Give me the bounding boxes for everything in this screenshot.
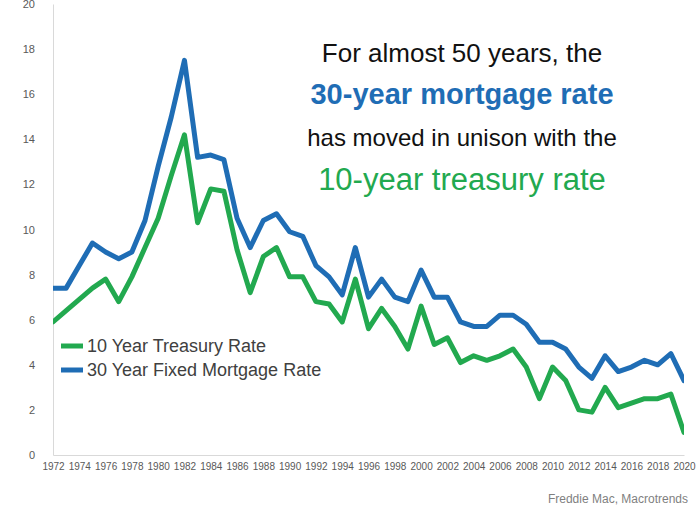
- y-tick: 8: [29, 269, 53, 281]
- y-tick-label: 10: [23, 224, 35, 236]
- x-tick: 1978: [121, 455, 144, 472]
- x-tick: 2002: [437, 455, 460, 472]
- x-tick-label: 2006: [489, 461, 512, 472]
- x-tick-label: 1990: [279, 461, 302, 472]
- legend: 10 Year Treasury Rate 30 Year Fixed Mortg…: [61, 336, 321, 380]
- x-tick-label: 1988: [253, 461, 276, 472]
- x-tick-label: 2016: [621, 461, 644, 472]
- x-tick: 1994: [332, 455, 355, 472]
- y-tick-label: 20: [23, 0, 35, 10]
- x-tick: 1986: [226, 455, 249, 472]
- x-tick: 1974: [69, 455, 92, 472]
- x-tick: 1972: [42, 455, 65, 472]
- x-tick-label: 2014: [595, 461, 618, 472]
- y-tick: 16: [23, 88, 53, 100]
- x-tick-label: 2008: [516, 461, 539, 472]
- legend-item: 10 Year Treasury Rate: [61, 336, 266, 356]
- x-tick-label: 2020: [673, 461, 696, 472]
- x-tick: 1988: [253, 455, 276, 472]
- y-tick-label: 4: [29, 359, 35, 371]
- y-tick: 14: [23, 133, 53, 145]
- x-tick: 1996: [358, 455, 381, 472]
- x-tick-label: 1984: [200, 461, 223, 472]
- series-line: [53, 135, 684, 433]
- x-tick-label: 1978: [121, 461, 144, 472]
- title: For almost 50 years, the 30-year mortgage…: [307, 38, 617, 197]
- x-tick-label: 1980: [148, 461, 171, 472]
- x-tick-label: 1974: [69, 461, 92, 472]
- y-tick-label: 14: [23, 133, 35, 145]
- x-axis: 1972 197419761978 1980198219841986 19881990…: [42, 455, 696, 472]
- y-tick: 0: [29, 449, 53, 461]
- x-tick-label: 1982: [174, 461, 197, 472]
- source-note: Freddie Mac, Macrotrends: [548, 492, 688, 506]
- y-axis-line: [53, 5, 54, 456]
- y-tick: 6: [29, 314, 53, 326]
- lines: [53, 60, 684, 432]
- y-tick-label: 8: [29, 269, 35, 281]
- chart-svg: 1972 197419761978 1980198219841986 19881990…: [0, 0, 700, 525]
- legend-swatch: [61, 368, 83, 373]
- x-tick: 2012: [568, 455, 591, 472]
- x-tick-label: 2018: [647, 461, 670, 472]
- x-tick: 1998: [384, 455, 407, 472]
- x-tick: 2018: [647, 455, 670, 472]
- title-line: For almost 50 years, the: [322, 38, 602, 68]
- x-tick: 2000: [410, 455, 433, 472]
- legend-item: 30 Year Fixed Mortgage Rate: [61, 360, 321, 380]
- x-tick: 2020: [673, 455, 696, 472]
- x-tick: 1980: [148, 455, 171, 472]
- legend-swatch: [61, 344, 83, 349]
- y-tick-label: 12: [23, 178, 35, 190]
- title-line: has moved in unison with the: [307, 124, 617, 151]
- x-tick-label: 1994: [332, 461, 355, 472]
- x-tick-label: 1998: [384, 461, 407, 472]
- y-tick: 2: [29, 404, 53, 416]
- x-tick-label: 1986: [226, 461, 249, 472]
- x-tick-label: 2004: [463, 461, 486, 472]
- series-line: [53, 60, 684, 380]
- x-tick-label: 1972: [42, 461, 65, 472]
- x-tick-label: 2010: [542, 461, 565, 472]
- x-tick-label: 2000: [410, 461, 433, 472]
- x-tick-label: 2002: [437, 461, 460, 472]
- x-tick: 2016: [621, 455, 644, 472]
- y-tick: 12: [23, 178, 53, 190]
- x-tick-label: 1976: [95, 461, 118, 472]
- y-tick-label: 18: [23, 43, 35, 55]
- legend-label: 30 Year Fixed Mortgage Rate: [87, 360, 321, 380]
- x-tick: 1992: [305, 455, 328, 472]
- title-line: 30-year mortgage rate: [310, 78, 613, 110]
- x-tick: 2010: [542, 455, 565, 472]
- y-tick-label: 2: [29, 404, 35, 416]
- x-tick-label: 2012: [568, 461, 591, 472]
- y-tick-label: 16: [23, 88, 35, 100]
- x-tick: 1990: [279, 455, 302, 472]
- legend-label: 10 Year Treasury Rate: [87, 336, 266, 356]
- chart-container: 1972 197419761978 1980198219841986 19881990…: [0, 0, 700, 525]
- y-tick-label: 6: [29, 314, 35, 326]
- x-tick: 2006: [489, 455, 512, 472]
- x-tick-label: 1996: [358, 461, 381, 472]
- x-tick: 2008: [516, 455, 539, 472]
- x-tick: 1984: [200, 455, 223, 472]
- y-tick-label: 0: [29, 449, 35, 461]
- plot-area: 1972 197419761978 1980198219841986 19881990…: [23, 0, 696, 472]
- y-tick: 10: [23, 224, 53, 236]
- y-axis: 0 2 4 6 8 10 12 14 16 18 20: [23, 0, 54, 461]
- x-tick: 2014: [595, 455, 618, 472]
- x-tick: 1982: [174, 455, 197, 472]
- x-axis-line: [54, 455, 685, 456]
- title-line: 10-year treasury rate: [318, 162, 606, 197]
- y-tick: 18: [23, 43, 53, 55]
- y-tick: 4: [29, 359, 53, 371]
- x-tick: 2004: [463, 455, 486, 472]
- y-tick: 20: [23, 0, 53, 10]
- x-tick-label: 1992: [305, 461, 328, 472]
- x-tick: 1976: [95, 455, 118, 472]
